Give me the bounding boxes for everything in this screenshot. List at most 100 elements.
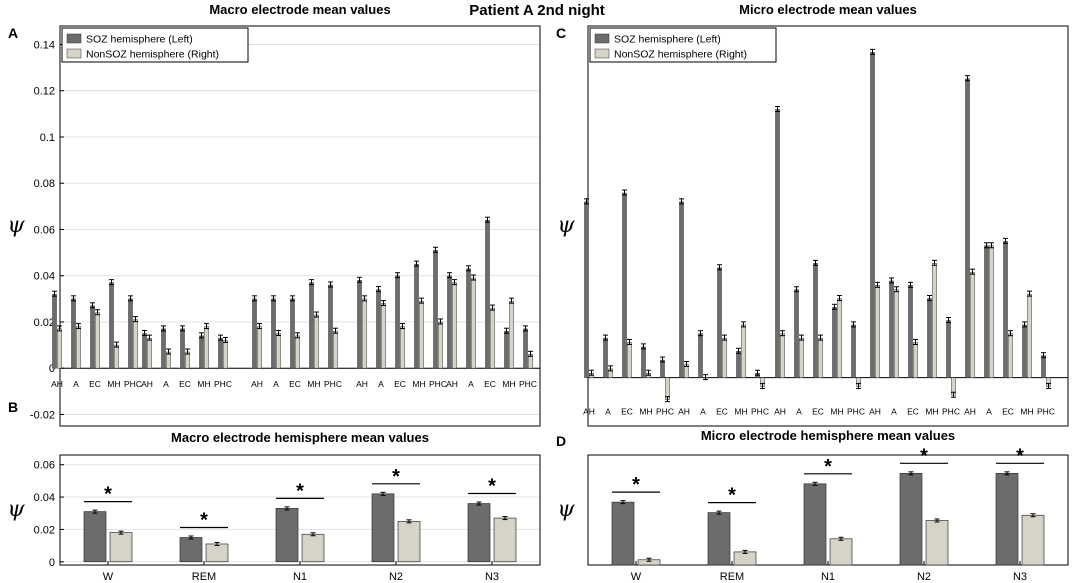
bar: [179, 537, 203, 563]
bar: [660, 359, 665, 378]
bar: [813, 263, 818, 378]
position-label: A: [73, 379, 79, 389]
position-label: MH: [107, 379, 120, 389]
position-label: MH: [307, 379, 320, 389]
bar: [204, 326, 209, 369]
bar: [780, 333, 785, 378]
bar: [452, 282, 457, 369]
position-label: EC: [621, 407, 633, 417]
bar: [1041, 355, 1046, 378]
position-label: EC: [179, 379, 191, 389]
bar: [147, 337, 152, 369]
y-axis-label: ψ: [7, 497, 25, 522]
position-label: EC: [1002, 407, 1014, 417]
position-label: EC: [394, 379, 406, 389]
bar: [381, 303, 386, 369]
bar: [109, 282, 114, 369]
position-label: PHC: [124, 379, 142, 389]
position-label: AH: [141, 379, 153, 389]
position-label: EC: [484, 379, 496, 389]
position-label: EC: [289, 379, 301, 389]
bar: [504, 330, 509, 369]
bar: [894, 289, 899, 378]
bar: [889, 280, 894, 378]
bar: [707, 512, 731, 566]
position-label: AH: [583, 407, 595, 417]
position-label: MH: [412, 379, 425, 389]
position-label: AH: [446, 379, 458, 389]
bar: [818, 337, 823, 378]
significance-star: *: [104, 484, 112, 506]
position-label: PHC: [519, 379, 537, 389]
bar: [180, 328, 185, 369]
significance-star: *: [392, 466, 400, 488]
significance-star: *: [728, 485, 736, 507]
position-label: EC: [716, 407, 728, 417]
bar: [395, 275, 400, 369]
legend-label: SOZ hemisphere (Left): [614, 34, 721, 46]
bar: [419, 300, 424, 369]
position-label: AH: [869, 407, 881, 417]
bar: [142, 333, 147, 369]
significance-star: *: [1016, 445, 1024, 467]
bar: [438, 321, 443, 369]
bar: [314, 314, 319, 369]
position-label: AH: [251, 379, 263, 389]
bar: [1022, 324, 1027, 378]
legend-box: [61, 27, 249, 63]
chart-title: Micro electrode mean values: [739, 2, 917, 17]
category-label: N3: [485, 571, 499, 583]
bar: [52, 293, 57, 369]
bar: [400, 326, 405, 369]
bar: [622, 192, 627, 378]
bar: [509, 300, 514, 369]
position-label: MH: [830, 407, 843, 417]
position-label: PHC: [942, 407, 960, 417]
bar: [736, 351, 741, 378]
bar: [128, 298, 133, 369]
plot-frame: [59, 25, 541, 427]
bar: [218, 337, 223, 369]
legend-label: NonSOZ hemisphere (Right): [86, 49, 219, 61]
significance-star: *: [632, 474, 640, 496]
bar: [584, 201, 589, 378]
bar: [252, 298, 257, 369]
position-label: MH: [1020, 407, 1033, 417]
bar: [90, 305, 95, 369]
legend-swatch: [594, 33, 610, 44]
chart-title: Macro electrode hemisphere mean values: [171, 430, 429, 445]
bar: [223, 340, 228, 369]
bar: [493, 517, 517, 563]
category-label: N3: [1013, 571, 1027, 583]
bar: [114, 344, 119, 369]
micro-hemisphere-means-chart: Micro electrode hemisphere mean values ψ W…: [557, 428, 1069, 583]
bar: [1021, 514, 1045, 566]
position-label: MH: [639, 407, 652, 417]
category-label: N2: [389, 571, 403, 583]
position-label: AH: [356, 379, 368, 389]
bar: [995, 472, 1019, 566]
significance-star: *: [200, 510, 208, 532]
position-label: EC: [907, 407, 919, 417]
significance-star: *: [488, 476, 496, 498]
bar: [851, 324, 856, 378]
position-label: AH: [964, 407, 976, 417]
position-label: AH: [51, 379, 63, 389]
bar: [161, 328, 166, 369]
position-label: A: [986, 407, 992, 417]
position-label: PHC: [1037, 407, 1055, 417]
legend-swatch: [66, 33, 82, 44]
bar: [333, 330, 338, 369]
chart-title: Macro electrode mean values: [209, 2, 390, 17]
panel-label-a: A: [8, 25, 18, 41]
bar: [376, 289, 381, 369]
bar: [276, 333, 281, 369]
bar: [965, 78, 970, 378]
bar: [603, 337, 608, 378]
bar: [357, 280, 362, 369]
bar: [271, 298, 276, 369]
bar: [301, 533, 325, 563]
y-tick-label: 0.06: [34, 224, 55, 236]
panel-label-d: D: [556, 433, 566, 449]
bar: [523, 328, 528, 369]
